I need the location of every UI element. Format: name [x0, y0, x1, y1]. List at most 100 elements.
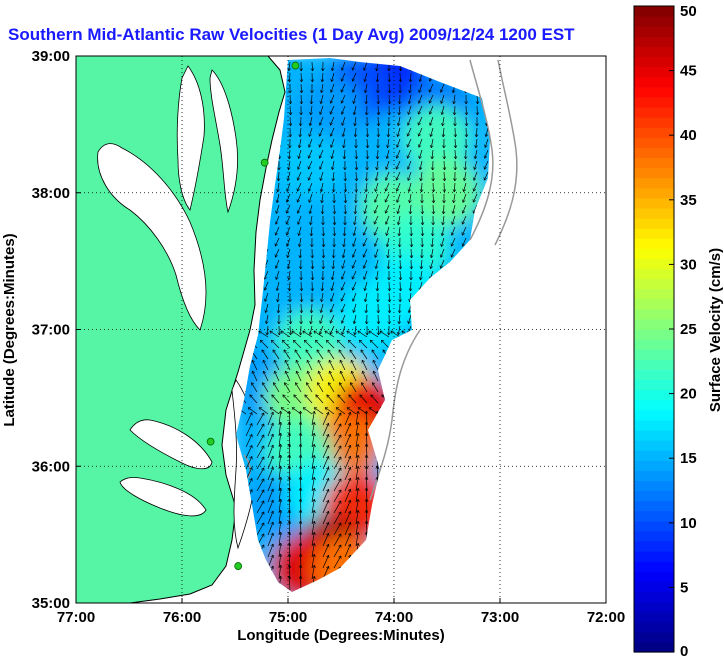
velocity-vector-head	[365, 134, 370, 138]
colorbar-segment	[634, 46, 674, 58]
colorbar-tick-label: 45	[680, 63, 697, 80]
velocity-vector	[287, 259, 291, 269]
velocity-vector-head	[440, 100, 444, 104]
velocity-vector-head	[331, 255, 336, 259]
velocity-vector-head	[398, 255, 402, 259]
velocity-vector-head	[340, 287, 345, 291]
velocity-vector-head	[286, 188, 290, 192]
velocity-vector	[280, 330, 291, 338]
velocity-vector	[374, 226, 379, 236]
velocity-vector	[329, 314, 335, 324]
velocity-vector-head	[343, 178, 348, 182]
velocity-vector-head	[298, 575, 303, 579]
velocity-vector-head	[278, 531, 283, 535]
colorbar-segment	[634, 510, 674, 522]
velocity-vector-head	[387, 310, 392, 314]
velocity-vector	[322, 412, 329, 426]
velocity-vector	[333, 434, 342, 448]
velocity-vector-head	[376, 101, 381, 105]
velocity-vector	[322, 456, 329, 470]
velocity-vector-head	[338, 445, 342, 449]
velocity-vector	[311, 466, 315, 481]
velocity-vector	[352, 281, 357, 291]
velocity-vector	[256, 500, 265, 514]
velocity-vector-head	[387, 90, 392, 94]
velocity-vector-head	[282, 394, 286, 398]
velocity-vector-head	[329, 100, 334, 104]
velocity-vector	[344, 434, 351, 448]
velocity-vector-head	[340, 298, 344, 302]
velocity-vector-head	[326, 543, 330, 548]
velocity-vector-head	[287, 443, 292, 447]
velocity-vector	[304, 339, 313, 349]
velocity-vector-head	[270, 339, 275, 344]
colorbar-label: Surface Velocity (cm/s)	[707, 248, 724, 412]
velocity-vector-head	[275, 276, 279, 280]
velocity-vector-head	[298, 255, 303, 259]
velocity-vector	[330, 83, 335, 93]
velocity-vector-head	[287, 564, 292, 568]
velocity-vector-head	[317, 370, 321, 375]
velocity-vector-head	[288, 112, 293, 116]
velocity-vector	[256, 522, 265, 536]
velocity-vector-head	[249, 434, 253, 438]
velocity-vector	[319, 160, 324, 170]
velocity-vector-head	[401, 330, 405, 334]
velocity-vector	[341, 314, 346, 324]
velocity-vector-head	[298, 266, 303, 270]
velocity-vector	[286, 226, 291, 236]
velocity-vector	[267, 433, 274, 448]
velocity-vector	[484, 160, 489, 170]
velocity-vector	[417, 116, 423, 126]
velocity-vector-head	[274, 265, 279, 269]
velocity-vector	[428, 83, 434, 93]
velocity-vector	[278, 554, 282, 569]
velocity-vector-head	[353, 134, 358, 138]
velocity-vector	[256, 478, 265, 492]
velocity-vector	[278, 411, 282, 426]
velocity-vector-head	[315, 394, 319, 398]
colorbar-segment	[634, 429, 674, 441]
velocity-vector	[361, 382, 368, 393]
velocity-vector-head	[277, 332, 282, 336]
velocity-vector-head	[349, 349, 353, 353]
velocity-vector-head	[363, 67, 367, 71]
velocity-vector-head	[280, 330, 284, 334]
velocity-vector	[399, 281, 401, 292]
velocity-vector	[261, 349, 269, 360]
velocity-vector	[310, 215, 313, 225]
velocity-vector-head	[249, 412, 253, 416]
velocity-vector	[376, 270, 379, 280]
velocity-vector-head	[338, 434, 342, 438]
velocity-vector-head	[356, 410, 360, 415]
velocity-vector-head	[346, 407, 351, 411]
colorbar-segment	[634, 409, 674, 421]
velocity-vector	[384, 193, 390, 203]
velocity-vector	[288, 149, 291, 159]
velocity-vector-head	[354, 167, 359, 171]
velocity-vector	[375, 171, 379, 181]
velocity-vector-head	[310, 90, 314, 94]
velocity-vector-head	[312, 576, 316, 580]
velocity-vector	[442, 215, 445, 225]
velocity-vector-head	[375, 156, 380, 160]
velocity-vector	[396, 182, 401, 192]
colorbar-segment	[634, 207, 674, 219]
velocity-vector-head	[261, 434, 265, 438]
velocity-vector-head	[261, 533, 265, 537]
velocity-vector	[355, 411, 359, 426]
velocity-vector-head	[270, 422, 274, 426]
velocity-vector	[322, 423, 329, 437]
velocity-vector	[315, 339, 324, 349]
velocity-vector-head	[278, 542, 283, 546]
velocity-vector-head	[347, 455, 352, 460]
velocity-vector	[399, 270, 401, 281]
velocity-vector	[321, 281, 324, 291]
velocity-vector	[377, 325, 379, 336]
velocity-vector-head	[384, 188, 388, 192]
velocity-vector-head	[452, 101, 456, 105]
velocity-vector-head	[262, 370, 266, 375]
velocity-vector	[278, 532, 282, 547]
velocity-vector-head	[364, 421, 369, 425]
velocity-vector-head	[385, 243, 390, 247]
